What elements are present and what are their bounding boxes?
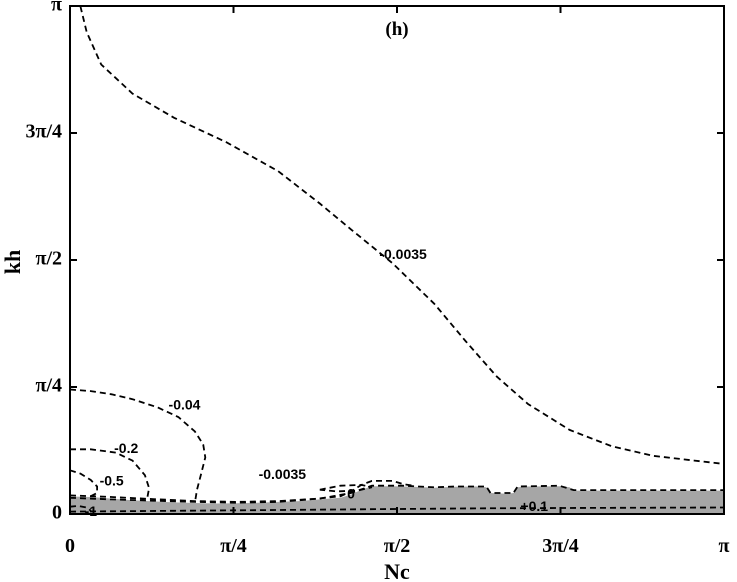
- contour-line: [319, 483, 373, 493]
- contour-label: -0.0035: [259, 466, 307, 482]
- y-tick-label: π: [51, 0, 62, 16]
- y-tick-label: π/2: [35, 248, 62, 270]
- y-tick-label: 3π/4: [25, 121, 62, 143]
- y-tick-label: π/4: [35, 375, 62, 397]
- contour-label: 0: [347, 485, 355, 501]
- contour-line: [70, 448, 151, 500]
- panel-label: (h): [385, 19, 408, 40]
- axis-ticks-layer: 0 π/4 π/2 3π/4 π 0 π/4 π/2 3π/4 π: [25, 0, 729, 557]
- contour-line: [69, 388, 207, 503]
- contour-line: [69, 469, 98, 498]
- contour-label: +0.1: [520, 498, 548, 514]
- x-tick-label: π/2: [384, 535, 411, 557]
- contour-label: -1: [85, 503, 98, 519]
- x-tick-label: π/4: [220, 535, 247, 557]
- x-axis-label: Nc: [384, 559, 410, 582]
- y-axis-label: kh: [0, 250, 25, 274]
- contour-label: -0.0035: [379, 246, 427, 262]
- contour-label: -0.04: [169, 396, 201, 412]
- x-tick-label: 3π/4: [542, 535, 579, 557]
- contour-line: [69, 484, 724, 503]
- x-tick-label: 0: [65, 535, 75, 557]
- contour-lines-layer: [69, 6, 724, 513]
- y-tick-label: 0: [52, 502, 62, 524]
- contour-label: -0.2: [114, 440, 138, 456]
- contour-label: -0.5: [100, 472, 124, 488]
- contour-line: [69, 506, 724, 513]
- contour-labels-layer: -0.0035 -0.04 -0.2 -0.5-1 -0.0035 0 +0.1: [85, 246, 549, 519]
- contour-line: [69, 504, 92, 512]
- contour-line: [79, 6, 724, 465]
- x-tick-label: π: [719, 535, 730, 557]
